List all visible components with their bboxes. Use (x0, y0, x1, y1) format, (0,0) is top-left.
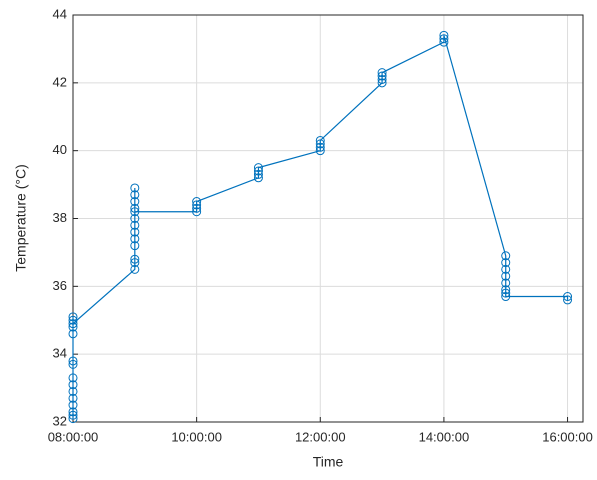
data-point (501, 278, 511, 288)
data-point (68, 414, 78, 424)
data-point (130, 203, 140, 213)
data-point (439, 34, 449, 44)
data-point (439, 37, 449, 47)
y-axis-label: Temperature (°C) (13, 164, 29, 272)
x-tick-label: 12:00:00 (295, 429, 346, 444)
data-point (192, 203, 202, 213)
data-point (130, 227, 140, 237)
x-tick-label: 08:00:00 (48, 429, 99, 444)
data-point (68, 356, 78, 366)
data-point (501, 288, 511, 298)
data-point (130, 183, 140, 193)
y-tick-label: 40 (53, 142, 67, 157)
data-point (501, 264, 511, 274)
y-tick-label: 38 (53, 210, 67, 225)
data-point (130, 241, 140, 251)
data-point (563, 292, 573, 302)
data-point (68, 410, 78, 420)
data-point (253, 163, 263, 173)
data-point (253, 169, 263, 179)
data-point (315, 135, 325, 145)
data-point (130, 190, 140, 200)
data-point (68, 312, 78, 322)
data-point (501, 292, 511, 302)
y-tick-label: 42 (53, 74, 67, 89)
data-point (68, 407, 78, 417)
data-point (130, 258, 140, 268)
data-point (130, 220, 140, 230)
data-point (68, 319, 78, 329)
data-point (192, 200, 202, 210)
data-point (315, 139, 325, 149)
data-point (68, 380, 78, 390)
data-point (68, 315, 78, 325)
data-point (377, 74, 387, 84)
data-point (130, 254, 140, 264)
data-point (501, 258, 511, 268)
data-point (68, 329, 78, 339)
y-tick-label: 32 (53, 413, 67, 428)
data-point (501, 251, 511, 261)
data-point (501, 271, 511, 281)
data-point (130, 214, 140, 223)
data-point (68, 393, 78, 403)
plot-frame (72, 14, 584, 423)
x-tick-label: 16:00:00 (542, 429, 593, 444)
data-point (315, 142, 325, 152)
data-point (68, 373, 78, 383)
data-point (68, 386, 78, 396)
data-point (68, 400, 78, 410)
data-point (192, 197, 202, 207)
data-point (68, 359, 78, 369)
y-tick-label: 34 (53, 346, 67, 361)
data-point (377, 68, 387, 78)
data-point (130, 197, 140, 207)
data-point (253, 173, 263, 183)
x-tick-label: 14:00:00 (419, 429, 470, 444)
data-point (68, 322, 78, 332)
y-tick-label: 36 (53, 278, 67, 293)
x-axis-label: Time (313, 454, 344, 470)
data-point (501, 285, 511, 295)
data-point (130, 207, 140, 217)
data-line (72, 35, 569, 419)
x-tick-label: 10:00:00 (171, 429, 222, 444)
data-point (253, 166, 263, 176)
y-tick-label: 44 (53, 6, 67, 21)
data-point (377, 71, 387, 81)
data-point (315, 146, 325, 156)
data-point (192, 207, 202, 217)
data-point (439, 30, 449, 40)
data-point (130, 234, 140, 244)
data-point (377, 78, 387, 88)
data-point (563, 295, 573, 305)
data-point (130, 264, 140, 274)
